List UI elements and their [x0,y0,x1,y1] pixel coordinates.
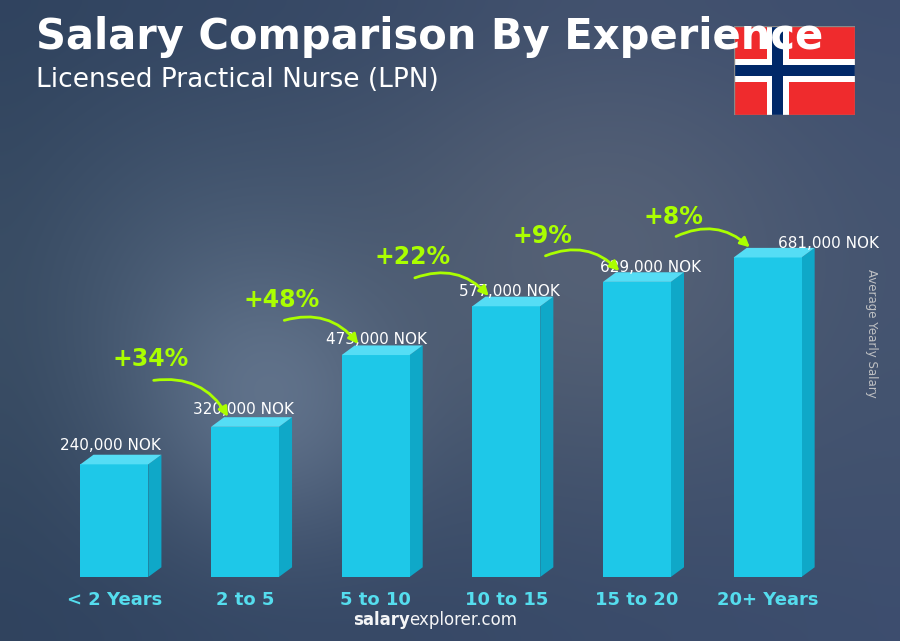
Text: +48%: +48% [244,288,320,312]
Polygon shape [342,345,423,355]
Text: explorer.com: explorer.com [410,612,518,629]
Text: Average Yearly Salary: Average Yearly Salary [865,269,878,397]
Text: +34%: +34% [112,347,189,371]
Bar [734,65,855,76]
Text: Licensed Practical Nurse (LPN): Licensed Practical Nurse (LPN) [36,67,439,94]
Polygon shape [670,272,684,577]
Polygon shape [410,345,423,577]
Bar [342,355,410,577]
FancyArrowPatch shape [545,250,617,269]
Text: 629,000 NOK: 629,000 NOK [600,260,701,275]
Polygon shape [212,417,292,427]
FancyArrowPatch shape [284,317,356,342]
Bar [734,258,802,577]
Text: +8%: +8% [644,205,704,229]
FancyArrowPatch shape [154,379,227,414]
Text: 240,000 NOK: 240,000 NOK [59,438,160,453]
Polygon shape [279,417,292,577]
Bar [472,306,540,577]
Text: 320,000 NOK: 320,000 NOK [193,402,293,417]
Bar [603,282,670,577]
Bar [80,464,148,577]
Bar [734,60,855,81]
Polygon shape [472,297,554,306]
Polygon shape [802,248,814,577]
Text: 681,000 NOK: 681,000 NOK [778,236,879,251]
Text: +22%: +22% [374,246,450,269]
Polygon shape [603,272,684,282]
Polygon shape [734,248,815,258]
Text: salary: salary [353,612,410,629]
Text: Salary Comparison By Experience: Salary Comparison By Experience [36,16,824,58]
FancyArrowPatch shape [676,229,748,246]
Bar [772,26,783,115]
Polygon shape [148,454,161,577]
Bar [212,427,279,577]
Polygon shape [80,454,161,464]
Text: 577,000 NOK: 577,000 NOK [459,283,560,299]
Text: 473,000 NOK: 473,000 NOK [326,331,427,347]
Polygon shape [540,297,554,577]
FancyArrowPatch shape [415,273,487,294]
Text: +9%: +9% [513,224,572,248]
Bar [767,26,788,115]
